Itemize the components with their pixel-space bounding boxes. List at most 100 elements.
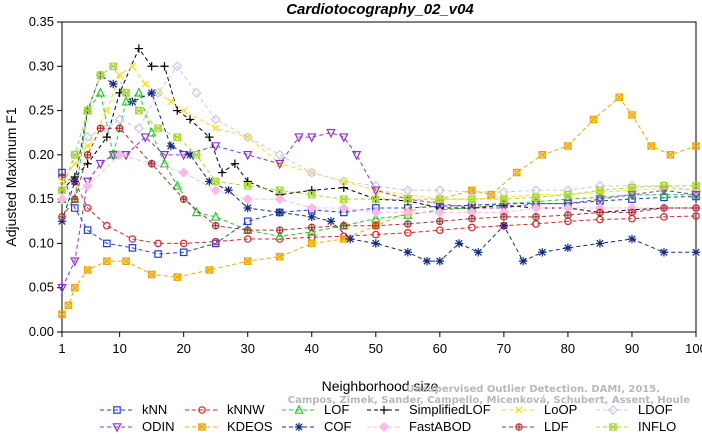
data-point bbox=[307, 186, 316, 195]
data-point bbox=[210, 114, 221, 125]
data-point bbox=[121, 151, 131, 161]
series-loop bbox=[58, 62, 700, 203]
data-point bbox=[70, 177, 80, 186]
data-point bbox=[58, 168, 66, 177]
y-tick-label: 0.05 bbox=[29, 280, 54, 295]
data-point bbox=[627, 234, 637, 244]
data-point bbox=[56, 194, 68, 205]
data-point bbox=[379, 405, 389, 415]
data-point bbox=[563, 193, 573, 203]
data-point bbox=[95, 159, 106, 170]
data-point bbox=[595, 186, 605, 195]
data-point bbox=[121, 89, 131, 97]
data-point bbox=[83, 226, 92, 234]
series-ldof bbox=[56, 61, 702, 198]
data-point bbox=[109, 79, 118, 89]
data-point bbox=[422, 256, 432, 266]
data-point bbox=[628, 208, 636, 217]
y-tick-label: 0.30 bbox=[29, 58, 54, 73]
data-point bbox=[96, 71, 105, 79]
data-point bbox=[659, 182, 669, 190]
series-cof bbox=[57, 70, 701, 266]
legend-item-cof: COF bbox=[282, 419, 352, 434]
data-point bbox=[339, 235, 348, 243]
data-point bbox=[243, 257, 252, 265]
data-point bbox=[153, 87, 164, 98]
data-point bbox=[173, 106, 182, 115]
data-point bbox=[179, 239, 188, 248]
data-point bbox=[172, 61, 183, 72]
data-point bbox=[563, 190, 573, 199]
data-point bbox=[659, 248, 669, 257]
data-point bbox=[338, 176, 349, 187]
data-point bbox=[122, 257, 130, 265]
data-point bbox=[224, 186, 233, 195]
data-point bbox=[538, 151, 547, 159]
data-point bbox=[243, 203, 252, 213]
data-point bbox=[345, 234, 355, 244]
data-point bbox=[294, 422, 304, 432]
data-point bbox=[467, 195, 477, 203]
data-point bbox=[595, 195, 605, 205]
legend-item-knnw: kNNW bbox=[185, 402, 265, 417]
data-point bbox=[660, 204, 668, 212]
data-point bbox=[71, 204, 79, 212]
data-point bbox=[57, 217, 67, 226]
legend-label: SimplifiedLOF bbox=[409, 402, 491, 417]
legend: kNN kNNW LOF SimplifiedLOF LoOP LDOF ODIN KDEOS… bbox=[100, 402, 676, 434]
data-point bbox=[243, 151, 253, 161]
data-point bbox=[692, 142, 700, 150]
data-point bbox=[564, 142, 572, 150]
x-tick-label: 100 bbox=[685, 341, 702, 356]
data-point bbox=[166, 141, 176, 151]
data-point bbox=[217, 168, 227, 177]
data-point bbox=[659, 186, 669, 196]
data-point bbox=[691, 182, 701, 190]
data-point bbox=[274, 149, 285, 160]
data-point bbox=[595, 239, 605, 248]
data-point bbox=[147, 88, 156, 98]
x-tick-label: 10 bbox=[112, 341, 126, 356]
data-point bbox=[402, 207, 413, 218]
data-point bbox=[628, 195, 636, 203]
x-axis-title: Neighborhood size bbox=[322, 378, 439, 394]
data-point bbox=[113, 406, 121, 414]
data-point bbox=[563, 243, 573, 253]
data-point bbox=[103, 221, 111, 230]
data-point bbox=[691, 248, 701, 257]
legend-label: KDEOS bbox=[227, 419, 273, 434]
data-point bbox=[64, 301, 73, 310]
data-point bbox=[307, 239, 316, 248]
data-point bbox=[499, 204, 509, 214]
data-point bbox=[647, 142, 655, 150]
data-point bbox=[403, 195, 413, 203]
data-point bbox=[370, 207, 381, 218]
data-point bbox=[71, 195, 79, 203]
legend-label: COF bbox=[324, 419, 352, 434]
data-point bbox=[435, 199, 445, 210]
legend-item-loop: LoOP bbox=[502, 402, 577, 417]
watermark-line-2: Campos, Zimek, Sander, Campello, Micenko… bbox=[288, 394, 690, 406]
data-point bbox=[563, 199, 573, 210]
data-point bbox=[211, 177, 220, 186]
axis-ticks: 0.00 0.05 0.10 0.15 0.20 0.25 0.30 0.35 1 10 20 30 4… bbox=[29, 14, 702, 356]
chart-title: Cardiotocography_02_v04 bbox=[286, 1, 474, 18]
series-line bbox=[61, 127, 696, 231]
data-point bbox=[468, 214, 476, 223]
legend-label: LDOF bbox=[638, 402, 673, 417]
data-point bbox=[242, 132, 253, 143]
data-point bbox=[275, 159, 285, 170]
data-point bbox=[179, 248, 188, 257]
data-point bbox=[108, 151, 118, 161]
legend-item-lof: LOF bbox=[282, 402, 349, 417]
data-point bbox=[515, 423, 523, 431]
data-point bbox=[499, 195, 509, 203]
data-point bbox=[83, 266, 92, 274]
y-tick-label: 0.15 bbox=[29, 191, 54, 206]
data-point bbox=[467, 204, 477, 214]
legend-item-ldf: LDF bbox=[502, 419, 569, 434]
data-point bbox=[159, 151, 170, 161]
data-point bbox=[294, 133, 304, 143]
data-point bbox=[243, 177, 252, 186]
